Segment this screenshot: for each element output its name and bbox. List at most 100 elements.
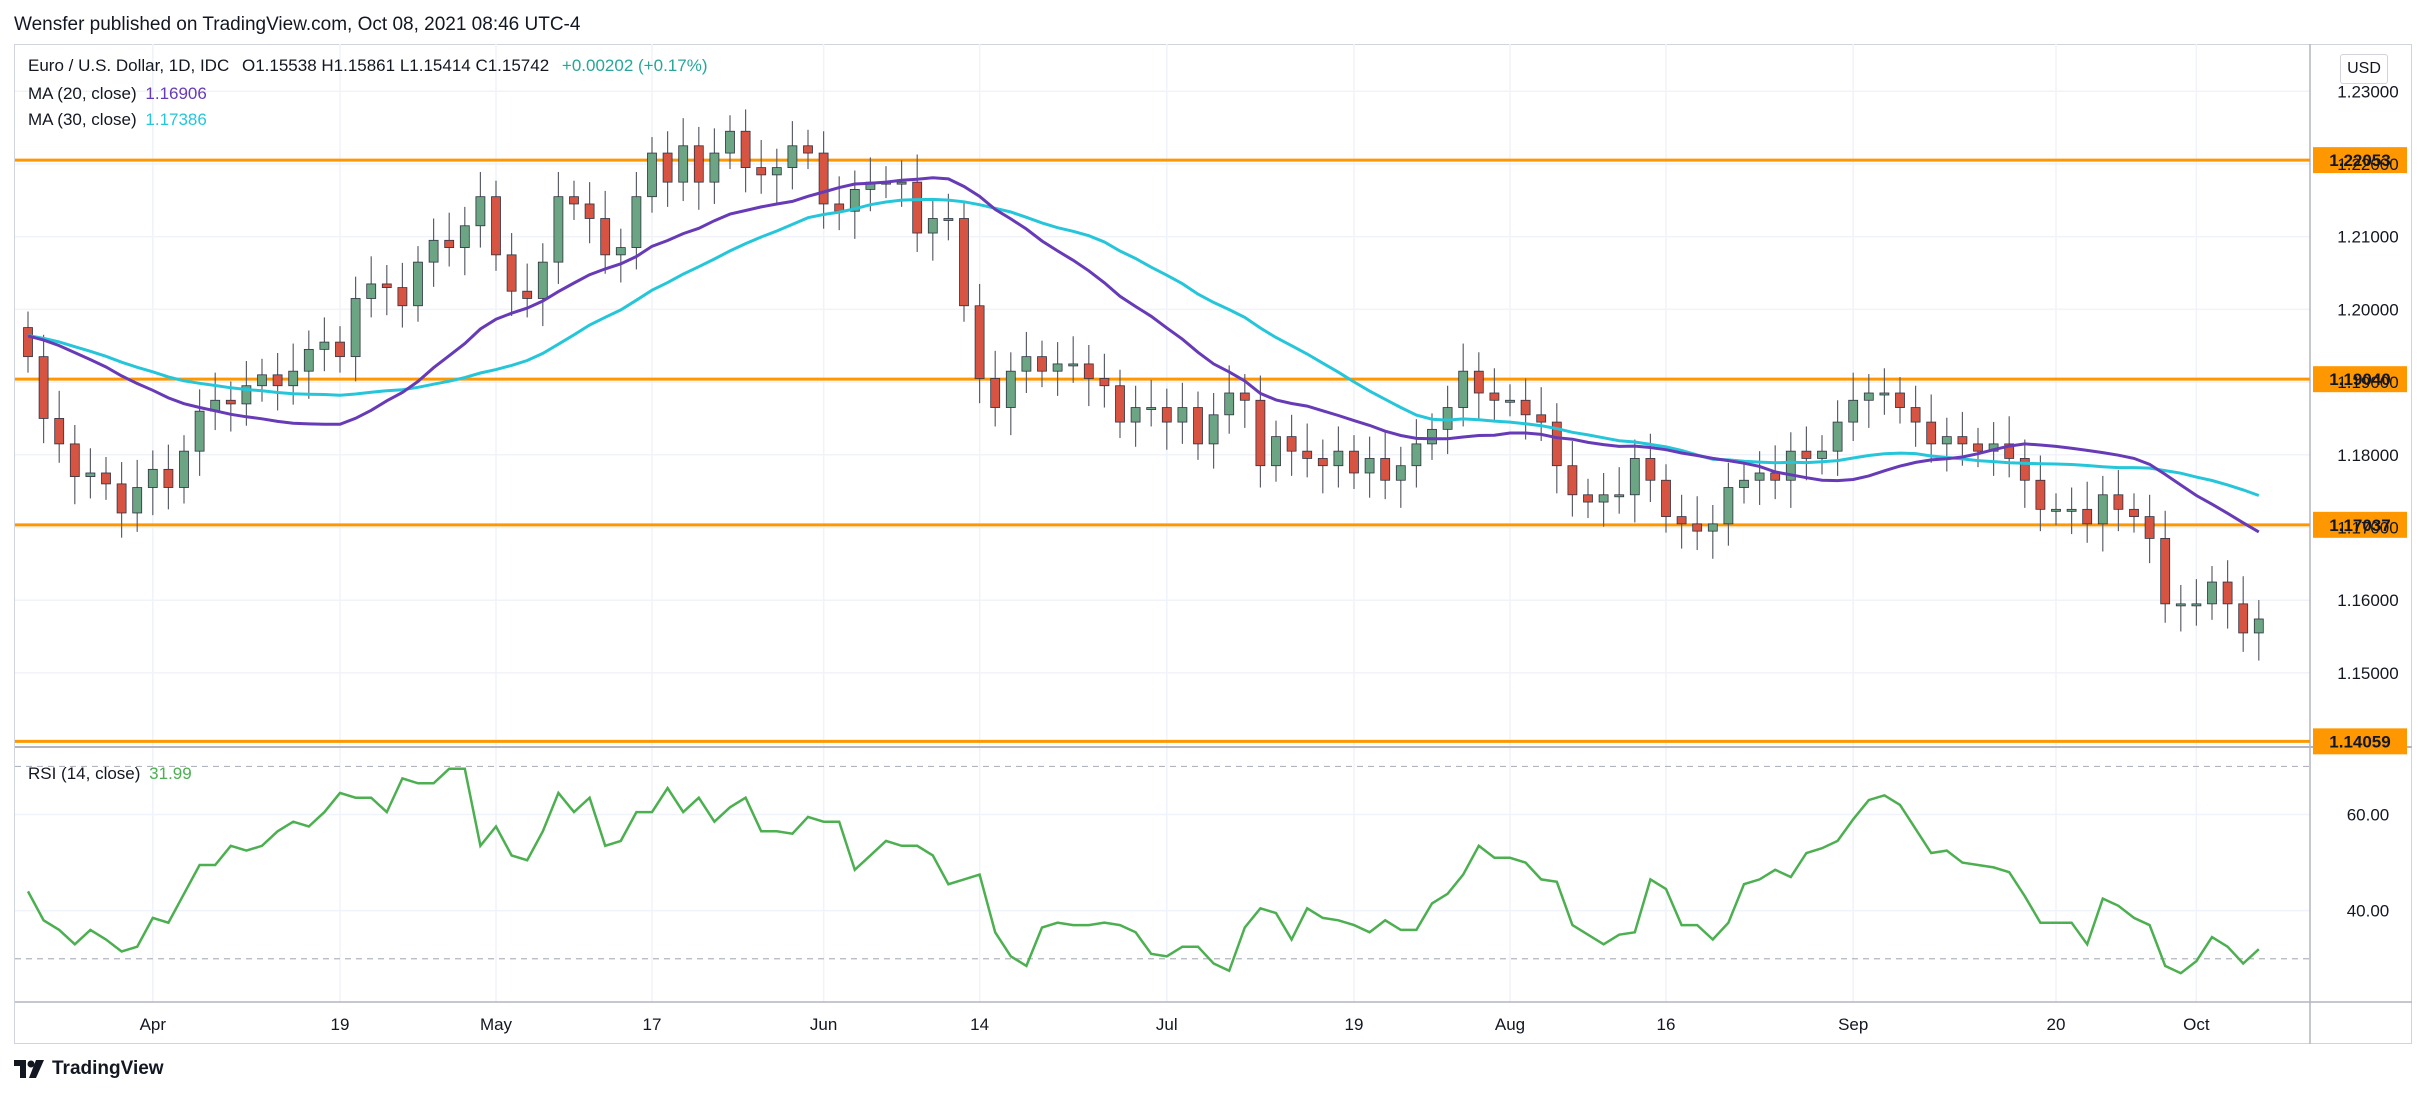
candle-up [1411,443,1422,467]
candle-up [943,218,954,221]
candle-up [1614,494,1625,498]
price-tick-label: 1.20000 [2337,300,2398,319]
candle-down [1115,385,1125,423]
candle-down [974,305,985,379]
level-price-label: 1.14059 [2329,732,2390,751]
candle-up [1879,392,1890,396]
candle-up [1598,494,1609,503]
candle-up [896,181,907,185]
candle-up [1146,407,1157,410]
price-tick-label: 1.18000 [2337,446,2398,465]
candle-up [132,487,143,514]
time-tick-label: 17 [643,1015,662,1034]
candle-up [849,189,860,212]
time-tick-label: Sep [1838,1015,1868,1034]
candle-up [475,196,486,227]
candle-down [1037,356,1047,372]
candle-down [1801,450,1812,459]
candle-down [959,218,969,307]
price-tick-label: 1.17000 [2337,519,2398,538]
time-tick-label: Jul [1156,1015,1178,1034]
candle-down [2113,494,2124,510]
level-price-tag [2313,366,2407,393]
ma20-line [27,176,2260,534]
price-tick-label: 1.21000 [2337,228,2398,247]
level-price-label: 1.19040 [2329,370,2390,389]
time-tick-label: Apr [140,1015,167,1034]
candle-up [1177,407,1188,423]
candle-up [428,239,439,263]
candle-up [1848,399,1859,423]
candle-down [1161,407,1172,423]
candle-up [1364,458,1375,474]
price-tick-label: 1.23000 [2337,82,2398,101]
candle-down [1380,458,1391,481]
candle-up [927,218,938,234]
candle-up [1224,392,1235,416]
currency-button[interactable]: USD [2340,54,2388,84]
ohlc-values: O1.15538 H1.15861 L1.15414 C1.15742 [241,56,550,75]
candle-down [101,472,111,485]
candle-up [2191,603,2202,607]
candle-down [1676,516,1687,525]
candle-down [444,239,455,248]
candle-up [1941,436,1952,445]
candle-down [1255,399,1266,467]
candle-down [1567,465,1578,496]
rsi-tick-label: 40.00 [2347,902,2390,921]
price-tick-label: 1.19000 [2337,373,2398,392]
candle-down [740,130,751,169]
candle-up [1395,465,1406,481]
candle-up [678,145,689,183]
time-tick-label: Jun [810,1015,837,1034]
candle-up [787,145,798,169]
candle-down [2222,581,2233,605]
candle-down [584,203,595,219]
candle-down [1583,494,1593,503]
candle-down [2019,458,2030,481]
time-tick-label: 19 [331,1015,350,1034]
time-tick-label: Oct [2183,1015,2210,1034]
tradingview-logo[interactable]: TradingView [14,1058,164,1080]
candle-up [350,298,361,358]
candle-down [116,483,127,514]
candle-up [2175,603,2186,607]
level-price-label: 1.17037 [2329,516,2390,535]
level-price-tag [2313,147,2407,174]
time-tick-label: 16 [1657,1015,1676,1034]
candle-up [1005,370,1016,408]
time-tick-label: 19 [1345,1015,1364,1034]
candle-up [257,374,267,387]
candle-up [647,152,657,198]
candle-down [2144,516,2155,539]
candle-down [1520,399,1531,416]
candle-up [413,261,423,307]
candle-up [725,130,735,154]
rsi-label: RSI (14, close) [28,764,141,783]
candle-down [1302,450,1313,459]
candle-down [1910,407,1921,423]
tradingview-brand: TradingView [52,1058,164,1079]
rsi-legend: RSI (14, close) 31.99 [28,764,192,784]
candle-up [459,225,470,248]
candle-down [23,327,33,358]
candle-down [2238,603,2249,634]
candle-up [1333,450,1344,467]
rsi-value: 31.99 [149,764,192,783]
candle-up [288,370,299,387]
candle-up [241,385,252,405]
candle-down [1489,392,1500,401]
candle-up [615,247,626,256]
ma20-legend: MA (20, close) 1.16906 [28,84,207,104]
candle-down [1895,392,1905,408]
symbol-legend: Euro / U.S. Dollar, 1D, IDC O1.15538 H1.… [28,56,707,76]
candle-down [54,418,65,445]
candle-down [38,356,49,419]
candle-up [631,196,642,248]
candle-down [1661,479,1671,518]
candle-down [506,254,517,292]
candle-down [1926,421,1937,445]
candle-down [1349,450,1359,474]
level-price-label: 1.22053 [2329,151,2390,170]
